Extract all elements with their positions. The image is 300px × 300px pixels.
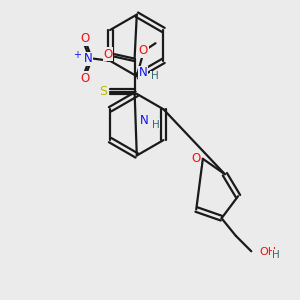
Text: N: N xyxy=(139,66,148,80)
Text: O: O xyxy=(80,32,89,45)
Text: H: H xyxy=(152,120,159,130)
Text: O: O xyxy=(80,72,89,85)
Text: H: H xyxy=(272,250,280,260)
Text: S: S xyxy=(99,85,107,98)
Text: +: + xyxy=(73,50,81,60)
Text: OH: OH xyxy=(259,248,276,257)
Text: O: O xyxy=(192,152,201,165)
Text: H: H xyxy=(151,71,158,81)
Text: N: N xyxy=(140,114,149,127)
Text: O: O xyxy=(103,48,113,61)
Text: O: O xyxy=(139,44,148,57)
Text: N: N xyxy=(84,52,92,65)
